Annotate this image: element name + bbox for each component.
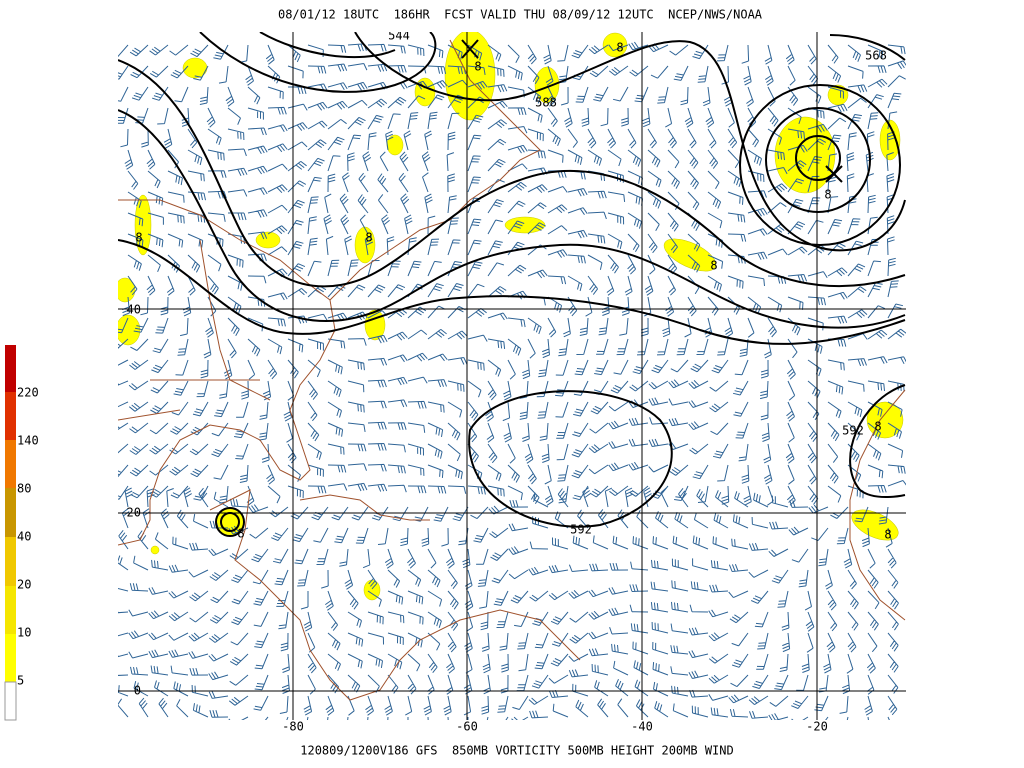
longitude-label: -40 [631, 720, 653, 734]
vorticity-label: 8 [237, 527, 244, 541]
coastline [299, 494, 430, 521]
colorbar-swatch [5, 488, 16, 537]
colorbar-label: 5 [17, 674, 24, 688]
coastline [199, 239, 271, 401]
contour-label: 592 [842, 424, 864, 438]
coastline [118, 199, 336, 546]
contour-label: 544 [388, 29, 410, 43]
colorbar-label: 20 [17, 578, 31, 592]
vorticity-area [879, 119, 901, 161]
colorbar-label: 10 [17, 626, 31, 640]
vorticity-area [827, 84, 849, 106]
height-contour [354, 32, 906, 252]
colorbar-swatch [5, 634, 16, 682]
colorbar-label: 80 [17, 482, 31, 496]
colorbar-label: 40 [17, 530, 31, 544]
longitude-label: -60 [456, 720, 478, 734]
height-contour [829, 34, 906, 61]
height-contour [118, 239, 906, 345]
coastline [329, 39, 541, 301]
vorticity-area [150, 545, 160, 555]
vorticity-area [134, 194, 152, 256]
vorticity-area [118, 277, 136, 303]
contour-labels: 544 588 568 592 592 8 8 8 8 8 8 8 8 8 [135, 29, 891, 542]
height-contour [220, 512, 240, 532]
vorticity-label: 8 [710, 259, 717, 273]
vorticity-label: 8 [474, 60, 481, 74]
height-contour [468, 390, 673, 528]
vorticity-area [354, 226, 376, 264]
latitude-label: 20 [127, 506, 141, 520]
height-contour [461, 39, 843, 183]
height-contour [739, 84, 901, 246]
vorticity-area [255, 231, 281, 249]
height-contour [118, 109, 906, 329]
colorbar: 220 140 80 40 20 10 5 [4, 345, 39, 721]
colorbar-swatch [5, 586, 16, 634]
colorbar-swatch [5, 440, 16, 488]
vorticity-label: 8 [365, 231, 372, 245]
height-contour [118, 59, 906, 288]
vorticity-label: 8 [135, 231, 142, 245]
height-contour [765, 107, 871, 213]
wind-barb [118, 41, 906, 720]
contour-label: 588 [535, 96, 557, 110]
vorticity-area [851, 509, 899, 541]
vorticity-label: 8 [616, 41, 623, 55]
height-contour [199, 32, 437, 93]
header-title: 08/01/12 18UTC 186HR FCST VALID THU 08/0… [278, 8, 763, 22]
map-area: 544 588 568 592 592 8 8 8 8 8 8 8 8 8 [118, 29, 906, 720]
vorticity-area [386, 134, 404, 156]
height-contour [215, 507, 245, 537]
contour-label: 568 [865, 49, 887, 63]
height-contours [118, 32, 906, 537]
latitude-label: 0 [134, 684, 141, 698]
latitude-label: 40 [127, 303, 141, 317]
colorbar-swatch [5, 537, 16, 586]
footer-caption: 120809/1200V186 GFS 850MB VORTICITY 500M… [300, 744, 733, 758]
wind-barbs [118, 41, 906, 720]
vorticity-label: 8 [824, 188, 831, 202]
height-contour [795, 135, 841, 181]
vorticity-label: 8 [874, 420, 881, 434]
height-contour [259, 32, 396, 59]
grid-labels: 40 20 0 -80 -60 -40 -20 [127, 303, 828, 734]
colorbar-label: 220 [17, 386, 39, 400]
colorbar-swatch [5, 392, 16, 440]
vorticity-area [504, 216, 546, 234]
coastline [118, 379, 260, 421]
contour-label: 592 [570, 523, 592, 537]
colorbar-swatch [5, 345, 16, 392]
grid-lines [118, 32, 906, 720]
coastlines [118, 39, 906, 701]
colorbar-swatch [4, 681, 17, 721]
longitude-label: -80 [282, 720, 304, 734]
height-contour [849, 384, 906, 498]
coastline [209, 489, 581, 701]
vorticity-label: 8 [884, 528, 891, 542]
coastline [849, 389, 906, 621]
colorbar-label: 140 [17, 434, 39, 448]
longitude-label: -20 [806, 720, 828, 734]
vorticity-area [118, 314, 141, 346]
